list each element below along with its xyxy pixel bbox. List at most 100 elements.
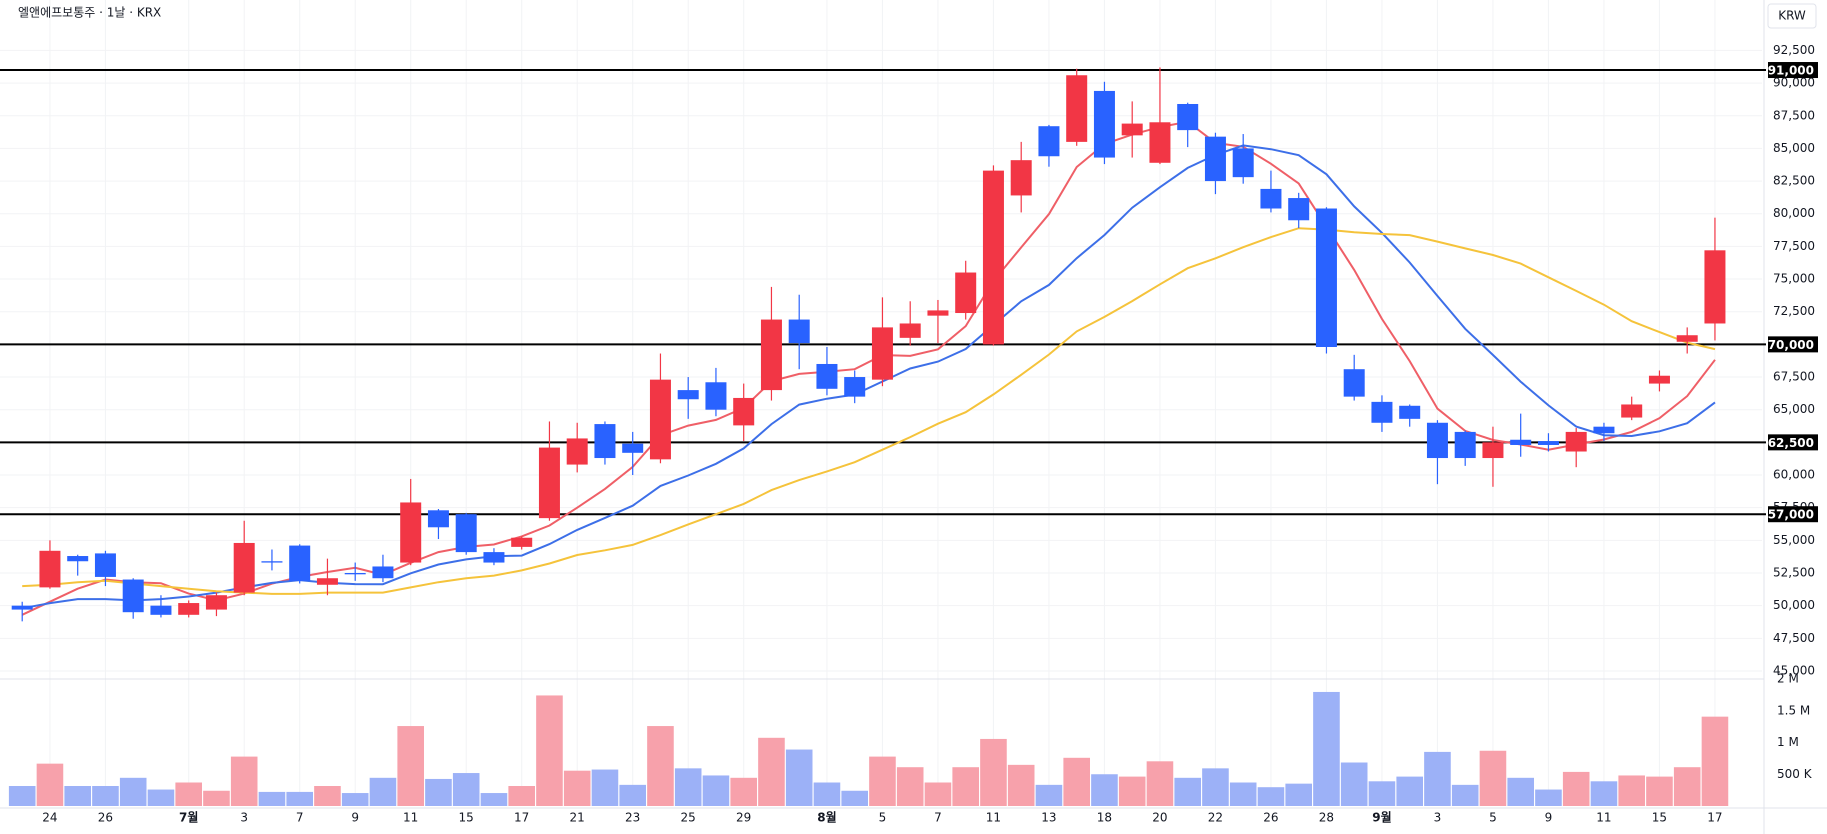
volume-bar [1396,776,1423,806]
candle-body [205,595,227,610]
candle-body [1565,431,1587,452]
candle-body [649,379,671,460]
candle-body [1204,136,1226,182]
volume-bar [1313,691,1340,806]
chart-title: 엘앤에프보통주 · 1날 · KRX [18,6,161,20]
y-tick-label: 72,500 [1773,304,1815,318]
candle-body [1621,404,1643,418]
x-tick-label: 7 [934,811,942,825]
candle-body [1149,122,1171,163]
volume-bar [1673,767,1701,806]
x-tick-label: 15 [1652,811,1667,825]
y-tick-label: 80,000 [1773,206,1815,220]
x-tick-label: 7월 [179,810,198,825]
level-label-box [1768,506,1818,523]
candle-body [1510,439,1532,445]
volume-bar [1701,716,1729,806]
volume-bar [924,782,952,806]
x-tick-label: 5 [1489,811,1497,825]
candle-body [178,603,200,615]
y-tick-label: 82,500 [1773,174,1815,188]
volume-bar [702,775,730,806]
volume-bar [1368,781,1396,806]
candle-body [400,502,422,563]
candle-body [1482,442,1504,459]
volume-bar [8,785,36,806]
volume-bar [175,782,202,806]
volume-bar [341,793,369,806]
candle-body [1648,375,1670,384]
candle-body [1038,126,1060,157]
volume-bar [952,767,979,806]
volume-bar [1146,761,1174,806]
x-tick-label: 11 [986,811,1001,825]
volume-bar [1229,782,1257,806]
volume-bar [647,726,674,806]
candle-body [816,363,838,389]
currency-box[interactable] [1767,3,1817,29]
x-tick-label: 26 [98,811,113,825]
volume-bar [480,793,508,806]
candle-body [788,319,810,344]
candle-body [1232,148,1254,178]
candle-body [1010,160,1032,196]
volume-bar [869,756,896,806]
y-tick-label: 47,500 [1773,631,1815,645]
volume-tick-label: 500 K [1777,767,1813,781]
candle-body [927,310,949,316]
candle-body [1315,208,1337,347]
candle-body [1066,75,1088,142]
currency[interactable]: KRW [1778,9,1806,23]
candle-body [1177,103,1199,131]
volume-bar [147,789,175,806]
candle-body [94,553,116,577]
volume-bar [1424,751,1451,806]
volume-bar [536,695,563,806]
x-tick-label: 9 [351,811,359,825]
level-label: 91,000 [1768,64,1814,78]
x-tick-label: 9월 [1372,810,1391,825]
y-tick-label: 50,000 [1773,598,1815,612]
volume-bar [1007,764,1035,806]
candle-body [122,579,144,613]
candle-body [11,605,33,610]
volume-bar [1590,781,1618,806]
y-tick-label: 90,000 [1773,76,1815,90]
volume-bar [119,777,147,806]
volume-bar [1118,776,1146,806]
x-tick-label: 17 [514,811,529,825]
y-tick-label: 67,500 [1773,370,1815,384]
volume-bar [1202,768,1229,806]
candle-body [455,514,477,553]
volume-bar [1257,787,1285,806]
y-tick-label: 65,000 [1773,402,1815,416]
volume-bar [1562,771,1590,806]
volume-bar [64,785,91,806]
volume-bar [1285,783,1312,806]
volume-bar [1451,784,1479,806]
volume-bar [452,773,480,806]
x-tick-label: 17 [1707,811,1722,825]
y-tick-label: 60,000 [1773,468,1815,482]
candle-body [1121,123,1143,136]
x-tick-label: 29 [736,811,751,825]
volume-bar [813,782,841,806]
candle-body [760,319,782,391]
level-label: 57,000 [1768,508,1814,522]
x-tick-label: 3 [1434,811,1442,825]
x-tick-label: 20 [1152,811,1167,825]
level-label-box [1768,336,1818,353]
candle-body [677,390,699,400]
volume-bar [36,763,64,806]
candle-body [289,545,311,581]
volume-bar [1646,776,1673,806]
y-tick-label: 92,500 [1773,43,1815,57]
candle-body [1593,426,1615,434]
candle-body [622,443,644,453]
level-label-box [1768,434,1818,451]
volume-tick-label: 1 M [1777,735,1799,749]
x-tick-label: 5 [879,811,887,825]
x-tick-label: 13 [1041,811,1056,825]
x-tick-label: 24 [42,811,57,825]
